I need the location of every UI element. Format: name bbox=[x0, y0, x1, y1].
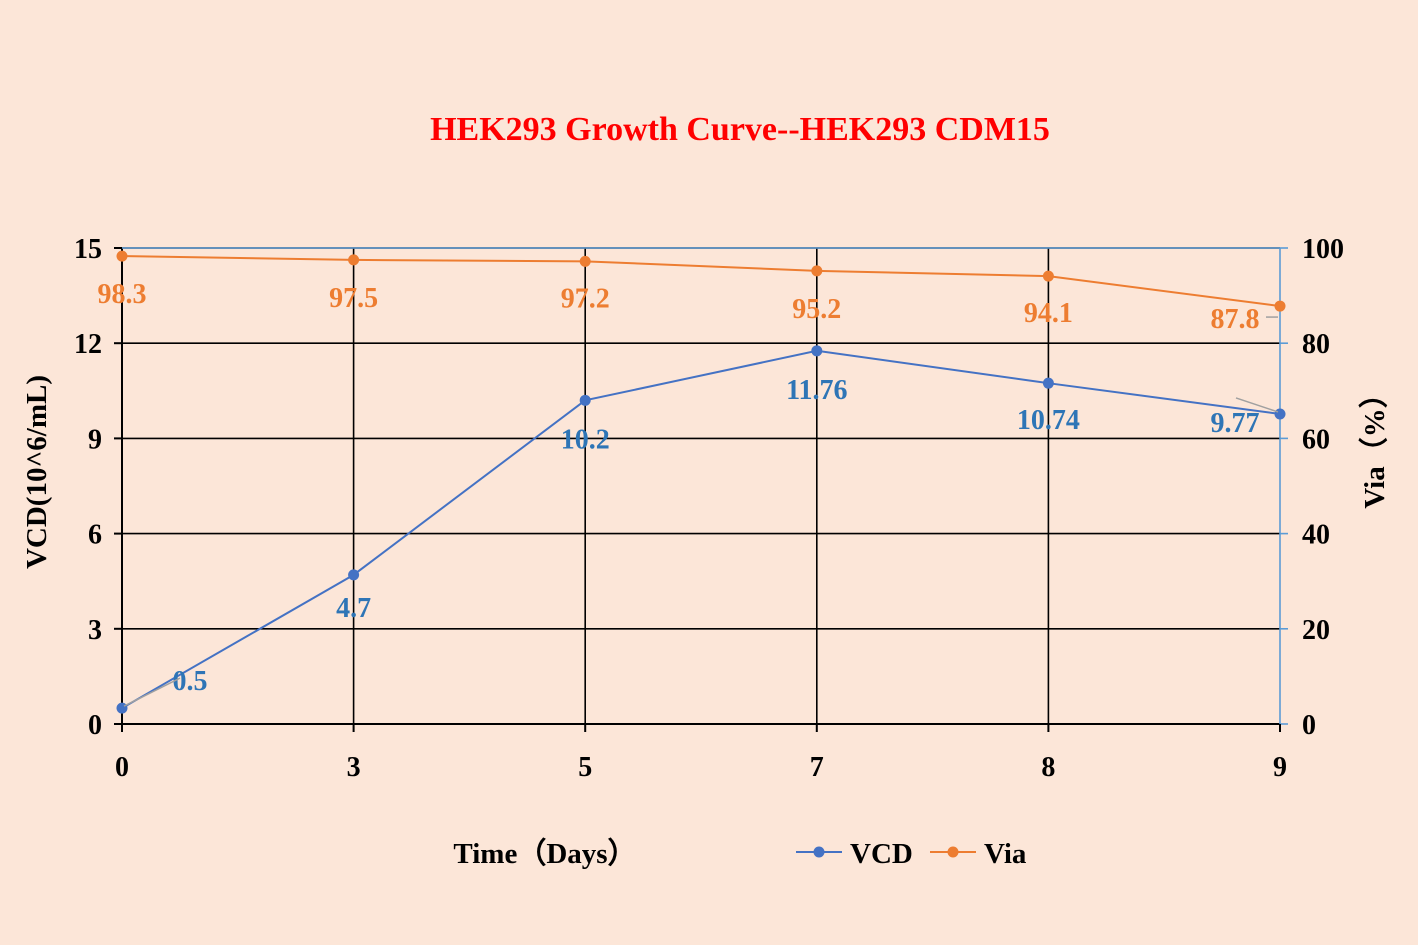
x-tick-label: 5 bbox=[578, 752, 592, 783]
chart-title: HEK293 Growth Curve--HEK293 CDM15 bbox=[430, 111, 1050, 148]
data-point-vcd bbox=[348, 569, 360, 581]
y2-tick-label: 60 bbox=[1302, 424, 1330, 455]
data-label-vcd: 0.5 bbox=[173, 666, 208, 697]
data-point-vcd bbox=[116, 702, 128, 714]
data-label-via: 97.5 bbox=[329, 283, 378, 314]
data-point-via bbox=[811, 265, 823, 277]
data-label-via: 87.8 bbox=[1211, 304, 1260, 335]
series-line-vcd bbox=[121, 349, 1281, 710]
data-point-via bbox=[1042, 270, 1054, 282]
data-point-via bbox=[1274, 300, 1286, 312]
data-label-via: 97.2 bbox=[561, 283, 610, 314]
y2-tick-label: 0 bbox=[1302, 710, 1316, 741]
legend-label-vcd: VCD bbox=[850, 838, 913, 870]
leader-line bbox=[123, 677, 181, 707]
y2-tick-label: 20 bbox=[1302, 615, 1330, 646]
x-tick-label: 7 bbox=[810, 752, 824, 783]
data-point-vcd bbox=[1274, 408, 1286, 420]
legend-label-via: Via bbox=[984, 838, 1027, 870]
tick-labels: 0 3 6 9 12 15 0 20 40 60 80 100 0 3 5 7 8 9 bbox=[74, 234, 1344, 783]
leader-line bbox=[1235, 397, 1279, 413]
data-point-vcd bbox=[1042, 377, 1054, 389]
y-tick-label: 3 bbox=[88, 615, 102, 646]
grid bbox=[122, 247, 1280, 724]
y-tick-label: 0 bbox=[88, 710, 102, 741]
data-label-via: 95.2 bbox=[792, 294, 841, 325]
legend: VCD Via bbox=[796, 838, 1027, 870]
y-tick-label: 15 bbox=[74, 234, 102, 265]
y2-tick-label: 80 bbox=[1302, 329, 1330, 360]
data-label-vcd: 4.7 bbox=[336, 593, 371, 624]
data-label-vcd: 11.76 bbox=[786, 375, 847, 406]
x-tick-label: 8 bbox=[1041, 752, 1055, 783]
y-tick-label: 12 bbox=[74, 329, 102, 360]
data-point-vcd bbox=[579, 394, 591, 406]
series-line-via bbox=[121, 255, 1281, 308]
data-labels: 0.5 4.7 10.2 11.76 10.74 9.77 98.3 97.5 97.2 95.2… bbox=[98, 279, 1279, 707]
data-point-via bbox=[348, 254, 360, 266]
x-tick-label: 0 bbox=[115, 752, 129, 783]
data-point-via bbox=[116, 250, 128, 262]
x-axis-title: Time（Days） bbox=[453, 837, 636, 870]
x-tick-label: 3 bbox=[347, 752, 361, 783]
x-tick-label: 9 bbox=[1273, 752, 1287, 783]
data-point-via bbox=[579, 255, 591, 267]
data-label-via: 94.1 bbox=[1024, 298, 1073, 329]
data-label-vcd: 9.77 bbox=[1211, 408, 1260, 439]
y-tick-label: 6 bbox=[88, 520, 102, 551]
legend-marker-vcd bbox=[813, 846, 825, 858]
series-layer bbox=[116, 250, 1286, 714]
y-axis-title: VCD(10^6/mL) bbox=[21, 375, 53, 569]
data-point-vcd bbox=[811, 345, 823, 357]
y2-tick-label: 100 bbox=[1302, 234, 1344, 265]
y2-tick-label: 40 bbox=[1302, 520, 1330, 551]
legend-marker-via bbox=[947, 846, 959, 858]
data-label-via: 98.3 bbox=[98, 279, 147, 310]
y-tick-label: 9 bbox=[88, 424, 102, 455]
data-label-vcd: 10.2 bbox=[561, 424, 610, 455]
y2-axis-title: Via（%） bbox=[1358, 379, 1391, 508]
axes bbox=[114, 247, 1288, 732]
data-label-vcd: 10.74 bbox=[1017, 405, 1080, 436]
